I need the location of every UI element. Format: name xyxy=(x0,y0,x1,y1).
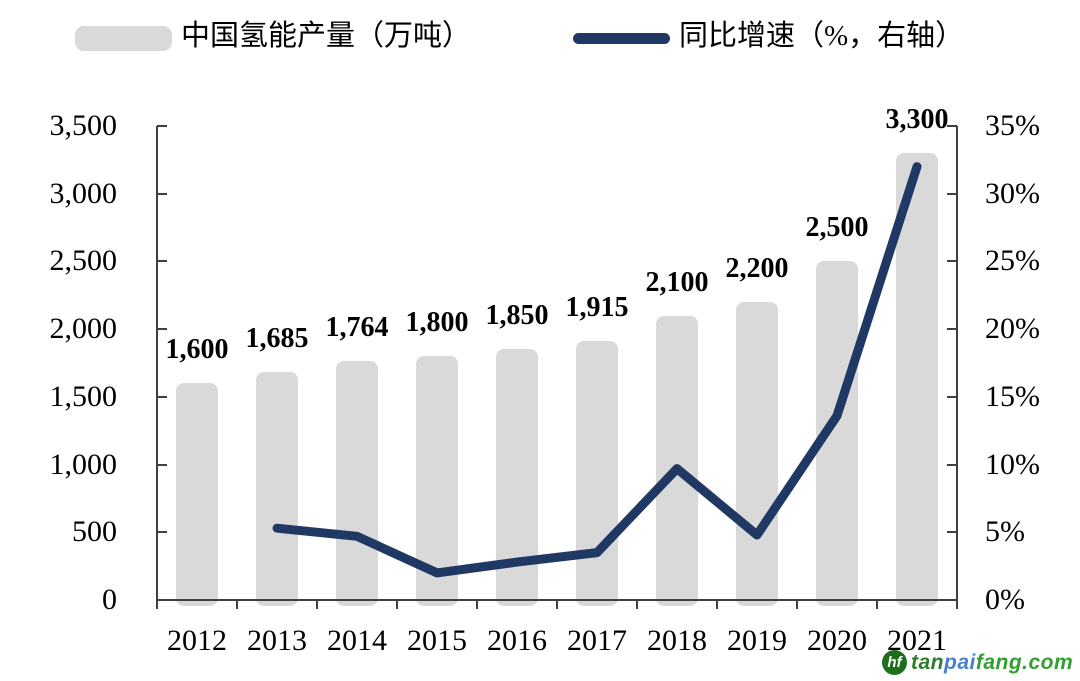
bar-value-label-2021: 3,300 xyxy=(885,104,949,136)
left-axis-tick xyxy=(157,192,167,195)
bar-value-label-2020: 2,500 xyxy=(805,212,869,244)
bar-2017 xyxy=(576,340,618,606)
leaf-logo-icon: hf xyxy=(882,650,907,675)
left-axis-label: 1,000 xyxy=(49,447,118,481)
right-axis-label: 20% xyxy=(985,312,1040,346)
left-axis-label: 3,000 xyxy=(49,176,118,210)
bar-2012 xyxy=(176,383,218,606)
bottom-axis-tick xyxy=(396,601,398,609)
bar-2013 xyxy=(256,371,298,606)
watermark-text: tanpaifang.com xyxy=(911,651,1073,675)
line-series-swatch xyxy=(573,33,670,44)
watermark-text-part: tan xyxy=(911,650,944,674)
bar-value-label-2014: 1,764 xyxy=(325,312,389,344)
bar-value-label-2018: 2,100 xyxy=(645,266,709,298)
bar-value-label-2016: 1,850 xyxy=(485,300,549,332)
left-axis-label: 3,500 xyxy=(49,109,118,142)
watermark-text-part: pai xyxy=(944,650,976,674)
right-axis-label: 35% xyxy=(985,109,1040,142)
left-axis-tick xyxy=(157,531,167,534)
right-axis-line xyxy=(956,126,958,601)
right-axis-label: 25% xyxy=(985,244,1040,278)
bar-value-label-2012: 1,600 xyxy=(165,334,229,366)
legend-line-label: 同比增速（%，右轴） xyxy=(679,20,965,52)
legend-item-production: 中国氢能产量（万吨） xyxy=(75,18,471,54)
left-axis-label: 500 xyxy=(72,515,117,549)
year-label-2016: 2016 xyxy=(487,624,547,657)
bar-value-label-2019: 2,200 xyxy=(725,253,789,285)
bottom-axis-tick xyxy=(156,601,158,609)
bottom-axis-tick xyxy=(556,601,558,609)
right-axis-label: 0% xyxy=(985,583,1025,616)
left-axis-tick xyxy=(157,328,167,331)
right-axis-label: 30% xyxy=(985,176,1040,210)
bar-value-label-2017: 1,915 xyxy=(565,291,629,323)
legend-item-growth: 同比增速（%，右轴） xyxy=(573,18,964,54)
year-label-2013: 2013 xyxy=(247,624,307,657)
right-axis-tick xyxy=(947,599,957,601)
right-axis-tick xyxy=(947,531,957,534)
watermark: hf tanpaifang.com xyxy=(882,650,1073,675)
growth-rate-line xyxy=(272,162,922,578)
left-axis-line xyxy=(156,126,158,601)
right-axis-tick xyxy=(947,260,957,263)
bottom-axis-tick xyxy=(236,601,238,609)
left-axis-label: 1,500 xyxy=(49,379,118,413)
right-axis-label: 10% xyxy=(985,447,1040,481)
right-axis-tick xyxy=(947,328,957,331)
left-axis-tick xyxy=(157,599,167,601)
bar-2014 xyxy=(336,361,378,606)
watermark-text-part: fang.com xyxy=(975,650,1074,674)
right-axis-tick xyxy=(947,395,957,398)
right-axis-tick xyxy=(947,463,957,466)
bar-2018 xyxy=(656,315,698,606)
left-axis-tick xyxy=(157,463,167,466)
year-label-2019: 2019 xyxy=(727,624,787,657)
right-axis-tick xyxy=(947,125,957,127)
bottom-axis-tick xyxy=(316,601,318,609)
left-axis-label: 0 xyxy=(102,583,117,616)
year-label-2012: 2012 xyxy=(167,624,227,657)
left-axis-tick xyxy=(157,260,167,263)
right-axis-label: 15% xyxy=(985,379,1040,413)
bottom-axis-tick xyxy=(716,601,718,609)
left-axis-tick xyxy=(157,395,167,398)
year-label-2018: 2018 xyxy=(647,624,707,657)
left-axis-label: 2,000 xyxy=(49,312,118,346)
left-axis-label: 2,500 xyxy=(49,244,118,278)
bottom-axis-line xyxy=(156,599,958,601)
right-axis-tick xyxy=(947,192,957,195)
bar-value-label-2013: 1,685 xyxy=(245,322,309,354)
year-label-2020: 2020 xyxy=(807,624,867,657)
bar-value-label-2015: 1,800 xyxy=(405,307,469,339)
left-axis-tick xyxy=(157,125,167,127)
bottom-axis-tick xyxy=(796,601,798,609)
bar-series-swatch xyxy=(75,26,172,51)
year-label-2015: 2015 xyxy=(407,624,467,657)
legend-bar-label: 中国氢能产量（万吨） xyxy=(181,20,472,52)
bottom-axis-tick xyxy=(636,601,638,609)
year-label-2017: 2017 xyxy=(567,624,627,657)
bottom-axis-tick xyxy=(956,601,958,609)
bar-2021 xyxy=(896,153,938,606)
bottom-axis-tick xyxy=(876,601,878,609)
bottom-axis-tick xyxy=(476,601,478,609)
bar-2019 xyxy=(736,302,778,606)
year-label-2014: 2014 xyxy=(327,624,387,657)
right-axis-label: 5% xyxy=(985,515,1025,549)
